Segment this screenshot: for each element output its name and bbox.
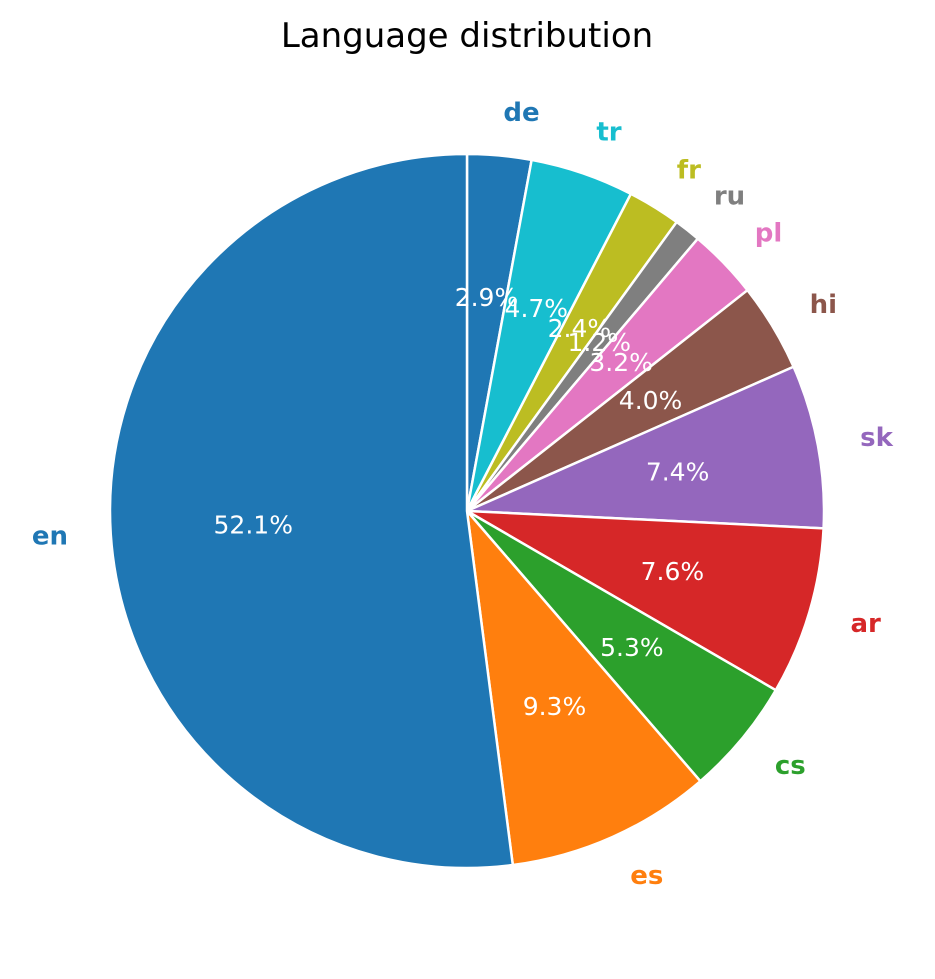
pie-slice-en bbox=[108, 152, 515, 870]
category-label-tr: tr bbox=[596, 118, 621, 148]
percent-label-de: 2.9% bbox=[455, 283, 519, 312]
category-label-fr: fr bbox=[677, 156, 701, 186]
category-label-pl: pl bbox=[755, 218, 783, 248]
percent-label-en: 52.1% bbox=[214, 510, 293, 539]
percent-label-pl: 3.2% bbox=[589, 348, 653, 377]
percent-label-sk: 7.4% bbox=[646, 457, 710, 486]
percent-label-fr: 2.4% bbox=[548, 314, 612, 343]
percent-label-ru: 1.2% bbox=[567, 328, 631, 357]
pie-slice-es bbox=[465, 509, 702, 867]
category-label-es: es bbox=[630, 861, 663, 891]
category-label-ru: ru bbox=[714, 181, 745, 211]
percent-label-tr: 4.7% bbox=[505, 294, 569, 323]
category-label-ar: ar bbox=[850, 609, 881, 639]
category-label-en: en bbox=[32, 522, 68, 552]
percent-label-ar: 7.6% bbox=[641, 557, 705, 586]
percent-labels: 2.9%4.7%2.4%1.2%3.2% 4.0% 7.4% 7.6% 5.3% 9.3%… bbox=[214, 283, 710, 721]
percent-label-hi: 4.0% bbox=[619, 386, 683, 415]
chart-title: Language distribution bbox=[281, 16, 653, 56]
pie-slice-ar bbox=[465, 509, 825, 692]
percent-label-es: 9.3% bbox=[523, 692, 587, 721]
pie-slice-sk bbox=[465, 365, 826, 530]
category-label-de: de bbox=[503, 98, 539, 128]
category-label-cs: cs bbox=[775, 751, 806, 781]
category-label-hi: hi bbox=[810, 290, 837, 320]
percent-label-cs: 5.3% bbox=[600, 633, 664, 662]
pie-slices bbox=[108, 152, 826, 870]
category-label-sk: sk bbox=[860, 423, 893, 453]
